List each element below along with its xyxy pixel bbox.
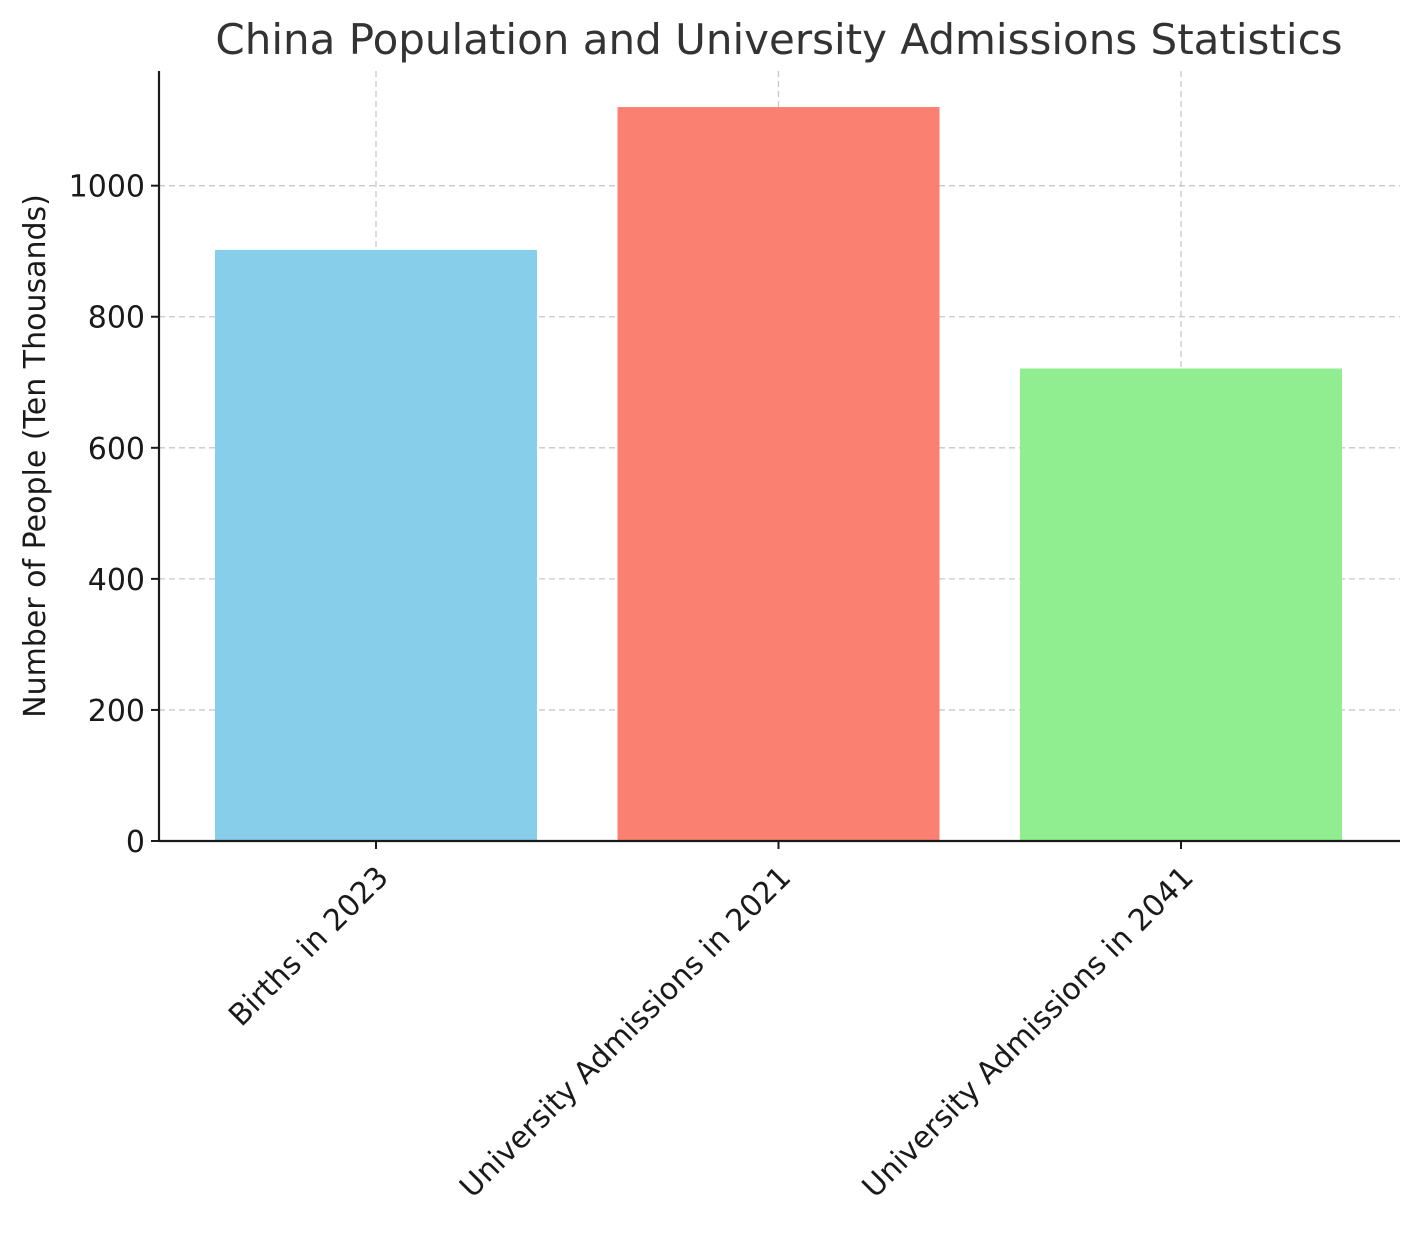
bar <box>215 249 537 842</box>
bars <box>215 107 1342 842</box>
bar <box>617 107 940 842</box>
x-tick-label: University Admissions in 2041 <box>856 860 1201 1205</box>
y-tick-label: 800 <box>88 301 145 336</box>
y-tick-label: 600 <box>88 432 145 467</box>
y-tick-label: 1000 <box>69 170 145 205</box>
y-tick-label: 200 <box>88 694 145 729</box>
y-ticks: 0 200 400 600 800 1000 <box>69 170 159 860</box>
chart-title: China Population and University Admissio… <box>215 15 1342 64</box>
y-tick-label: 400 <box>88 563 145 598</box>
x-tick-label: Births in 2023 <box>222 860 396 1034</box>
y-tick-label: 0 <box>126 825 145 860</box>
x-tick-label: University Admissions in 2021 <box>453 860 798 1205</box>
y-axis-label: Number of People (Ten Thousands) <box>18 194 53 718</box>
x-ticks: Births in 2023 University Admissions in 2… <box>222 841 1201 1205</box>
bar <box>1020 368 1342 841</box>
